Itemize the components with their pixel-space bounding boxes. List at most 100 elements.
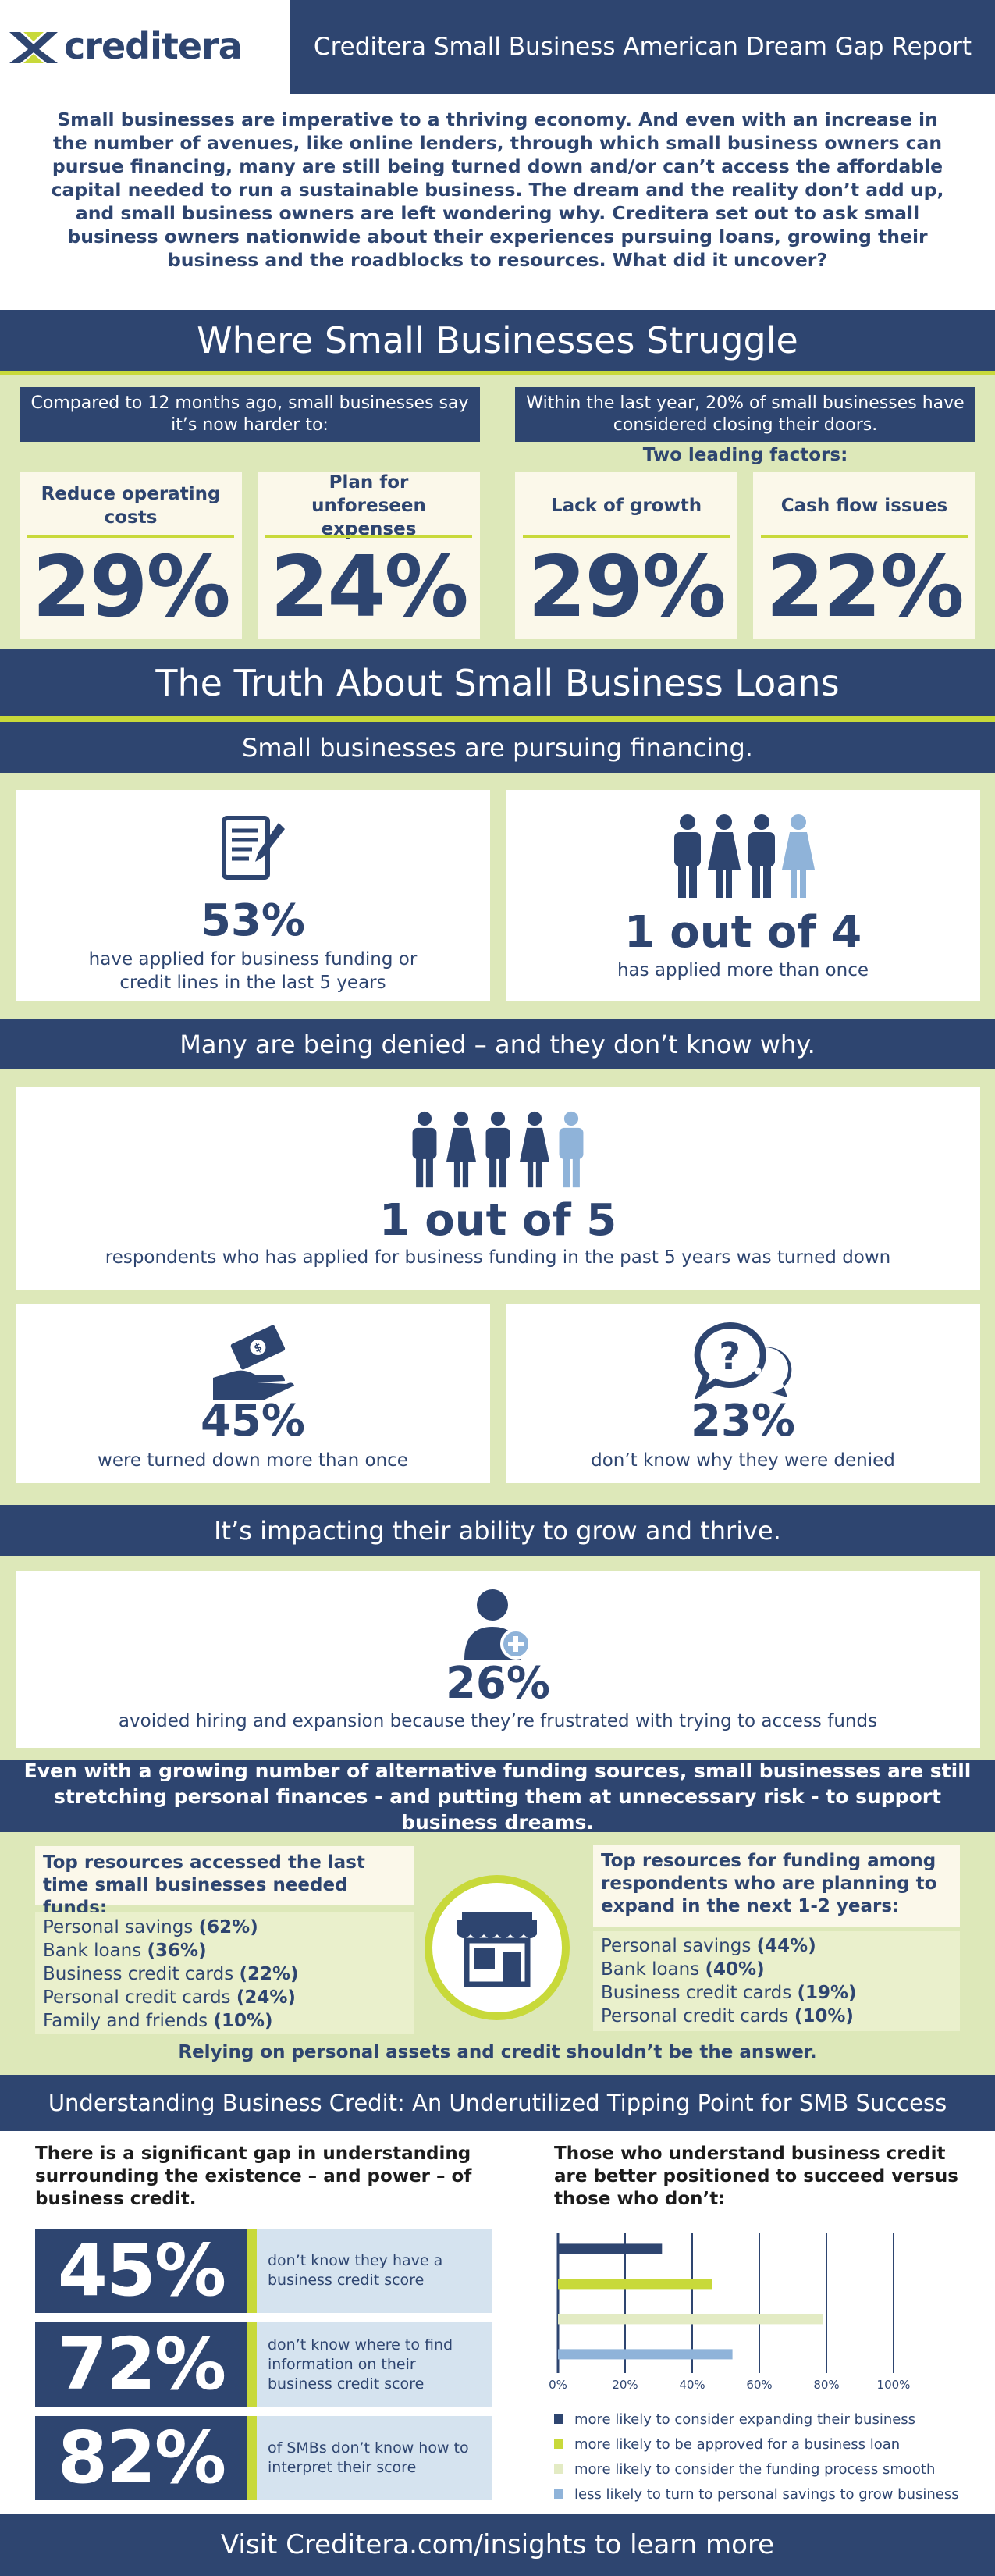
loans-divider — [0, 716, 995, 722]
svg-text:?: ? — [719, 1335, 741, 1379]
stat-divider — [27, 535, 234, 538]
person-icon-highlight — [781, 814, 815, 898]
credit-stat-82: 82% of SMBs don’t know how to interpret … — [35, 2416, 492, 2500]
struggle-title: Where Small Businesses Struggle — [0, 310, 995, 371]
stat-label: Cash flow issues — [780, 496, 948, 516]
logo-mark-icon — [9, 32, 58, 63]
credit-stat-text: don’t know where to find information on … — [257, 2322, 492, 2407]
turned-down-card: $ 45% were turned down more than once — [16, 1304, 490, 1483]
resources-left-list: Personal savings (62%) Bank loans (36%) … — [35, 1912, 414, 2034]
list-item: Family and friends (10%) — [43, 2011, 273, 2031]
credit-stat-divider — [247, 2416, 257, 2500]
credit-stat-value: 45% — [35, 2229, 247, 2313]
avoided-pct: 26% — [445, 1658, 551, 1709]
resources-left-title: Top resources accessed the last time sma… — [35, 1846, 414, 1918]
stat-card-cash-flow: Cash flow issues 22% — [753, 472, 975, 639]
list-item: Bank loans (40%) — [601, 1959, 765, 1980]
person-icon — [446, 1111, 476, 1188]
x-tick-label: 100% — [877, 2378, 911, 2392]
people-group-four — [506, 813, 980, 902]
dont-know-pct: 23% — [690, 1396, 796, 1446]
pursuing-header: Small businesses are pursuing financing. — [0, 722, 995, 773]
document-pen-icon — [222, 816, 285, 880]
person-icon — [485, 1111, 510, 1188]
x-tick-label: 60% — [746, 2378, 772, 2392]
question-chat-icon: ? — [694, 1322, 792, 1399]
person-icon — [412, 1111, 437, 1188]
credit-stat-divider — [247, 2229, 257, 2313]
more-than-once-text: has applied more than once — [617, 960, 869, 980]
resources-right-list: Personal savings (44%) Bank loans (40%) … — [593, 1931, 960, 2031]
footer-cta[interactable]: Visit Creditera.com/insights to learn mo… — [0, 2514, 995, 2576]
more-than-once-card: 1 out of 4 has applied more than once — [506, 790, 980, 1001]
struggle-right-header: Within the last year, 20% of small busin… — [515, 387, 975, 442]
stat-card-unforeseen-expenses: Plan for unforeseen expenses 24% — [258, 472, 480, 639]
legend-item: more likely to consider expanding their … — [554, 2407, 991, 2432]
stat-value: 24% — [270, 539, 469, 636]
person-icon-highlight — [559, 1111, 584, 1188]
credit-left-intro: There is a significant gap in understand… — [35, 2144, 472, 2209]
money-hand-icon: $ — [213, 1325, 294, 1400]
person-icon — [674, 814, 702, 898]
credit-stat-text: don’t know they have a business credit s… — [257, 2229, 492, 2313]
list-item: Business credit cards (19%) — [601, 1983, 857, 2003]
x-tick-label: 20% — [612, 2378, 638, 2392]
x-tick-label: 80% — [813, 2378, 839, 2392]
report-title: Creditera Small Business American Dream … — [290, 0, 995, 94]
credit-stat-divider — [247, 2322, 257, 2407]
dont-know-card: ? 23% don’t know why they were denied — [506, 1304, 980, 1483]
stat-value: 29% — [32, 539, 231, 636]
alt-funding-footer: Relying on personal assets and credit sh… — [178, 2042, 817, 2062]
stat-divider — [761, 535, 968, 538]
credit-title: Understanding Business Credit: An Underu… — [0, 2075, 995, 2131]
applied-text: have applied for business funding or cre… — [88, 949, 418, 993]
logo-text: creditera — [64, 25, 243, 67]
logo[interactable]: creditera — [9, 25, 243, 67]
intro-paragraph: Small businesses are imperative to a thr… — [0, 94, 995, 310]
resources-right-title: Top resources for funding among responde… — [593, 1845, 960, 1927]
more-than-once-value: 1 out of 4 — [624, 907, 862, 958]
legend-swatch — [554, 2439, 563, 2449]
x-tick-label: 0% — [549, 2378, 567, 2392]
legend-item: more likely to consider the funding proc… — [554, 2457, 991, 2482]
applied-card: 53% have applied for business funding or… — [16, 790, 490, 1001]
alt-funding-banner: Even with a growing number of alternativ… — [0, 1759, 995, 1834]
storefront-icon — [425, 1875, 570, 2020]
stat-value: 22% — [766, 539, 965, 636]
two-factors-label: Two leading factors: — [642, 445, 848, 465]
one-of-five-card: 1 out of 5 respondents who has applied f… — [16, 1087, 980, 1290]
credit-bar-chart: 0% 20% 40% 60% 80% 100% — [549, 2233, 911, 2392]
legend-swatch — [554, 2464, 563, 2474]
stat-label: Plan for unforeseen expenses — [311, 472, 426, 539]
credit-stat-45: 45% don’t know they have a business cred… — [35, 2229, 492, 2313]
avoided-hiring-card: 26% avoided hiring and expansion because… — [16, 1571, 980, 1748]
stat-card-operating-costs: Reduce operating costs 29% — [20, 472, 242, 639]
credit-right-intro: Those who understand business credit are… — [554, 2144, 958, 2209]
bar — [558, 2243, 663, 2254]
avoided-text: avoided hiring and expansion because the… — [118, 1711, 878, 1731]
applied-pct: 53% — [200, 895, 306, 946]
one-of-five-value: 1 out of 5 — [378, 1195, 617, 1246]
stat-divider — [523, 535, 730, 538]
list-item: Personal savings (44%) — [601, 1936, 816, 1956]
legend-item: more likely to be approved for a busines… — [554, 2432, 991, 2457]
bar — [558, 2279, 712, 2290]
credit-stat-text: of SMBs don’t know how to interpret thei… — [257, 2416, 492, 2500]
bar — [558, 2314, 823, 2325]
list-item: Personal credit cards (24%) — [43, 1987, 296, 2008]
legend-item: less likely to turn to personal savings … — [554, 2482, 991, 2507]
top-header: creditera Creditera Small Business Ameri… — [0, 0, 995, 94]
stat-value: 29% — [528, 539, 727, 636]
stat-divider — [265, 535, 472, 538]
struggle-divider — [0, 371, 995, 375]
one-of-five-text: respondents who has applied for business… — [105, 1247, 891, 1268]
list-item: Personal credit cards (10%) — [601, 2006, 854, 2026]
struggle-left-header: Compared to 12 months ago, small busines… — [20, 387, 480, 442]
list-item: Business credit cards (22%) — [43, 1964, 299, 1984]
list-item: Bank loans (36%) — [43, 1941, 207, 1961]
impact-header: It’s impacting their ability to grow and… — [0, 1505, 995, 1556]
credit-stat-value: 82% — [35, 2416, 247, 2500]
bar — [558, 2349, 733, 2360]
stat-card-lack-of-growth: Lack of growth 29% — [515, 472, 737, 639]
turned-down-text: were turned down more than once — [98, 1450, 408, 1471]
